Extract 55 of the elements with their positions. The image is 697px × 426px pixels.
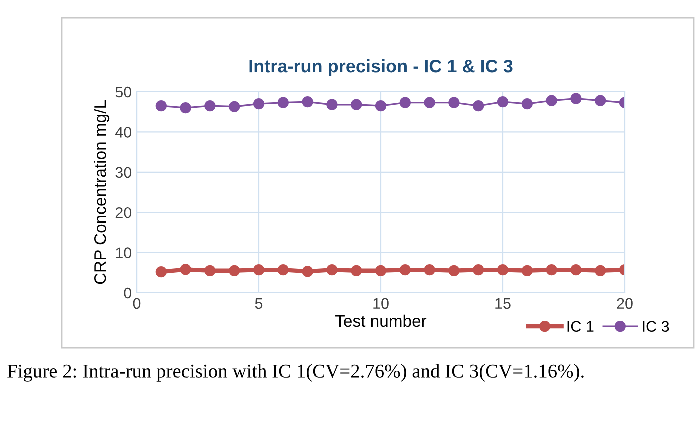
point: [497, 264, 509, 276]
y-tick-label: 20: [116, 207, 132, 218]
point: [448, 265, 460, 276]
point: [424, 97, 436, 108]
point: [302, 266, 314, 278]
point: [229, 101, 240, 112]
y-axis-title: CRP Concentration mg/L: [94, 100, 110, 284]
point: [375, 265, 387, 276]
point: [595, 95, 606, 106]
point: [448, 97, 460, 108]
point: [180, 264, 192, 276]
point: [473, 100, 484, 112]
point: [278, 97, 289, 108]
y-tick-label: 10: [116, 248, 132, 258]
point: [180, 102, 192, 114]
point: [351, 99, 362, 110]
point: [522, 98, 533, 110]
point: [522, 265, 533, 276]
point: [570, 264, 582, 276]
y-tick-label: 0: [124, 288, 132, 299]
y-tick-label: 50: [116, 86, 132, 98]
point: [326, 99, 338, 110]
y-tick-label: 30: [116, 167, 132, 178]
x-axis-title: Test number: [336, 314, 427, 328]
x-tick-label: 5: [255, 298, 263, 310]
point: [497, 96, 509, 108]
point: [253, 98, 265, 110]
point: [253, 264, 265, 276]
x-tick-label: 20: [617, 298, 633, 310]
point: [351, 265, 362, 276]
point: [278, 264, 289, 276]
point: [400, 264, 411, 276]
x-tick-label: 15: [496, 298, 511, 310]
x-tick-label: 0: [133, 298, 141, 310]
point: [156, 100, 167, 112]
x-tick-label: 10: [374, 298, 389, 310]
point: [204, 100, 216, 112]
point: [204, 265, 216, 276]
legend-label: IC 1: [568, 321, 594, 332]
point: [326, 264, 338, 276]
chart-title: Intra-run precision - IC 1 & IC 3: [250, 59, 513, 76]
point: [375, 100, 387, 112]
point: [546, 264, 558, 276]
y-tick-label: 40: [116, 127, 132, 138]
point: [546, 95, 558, 106]
point: [424, 264, 436, 276]
point: [400, 97, 411, 108]
point: [229, 265, 240, 276]
point: [570, 93, 582, 104]
point: [302, 96, 314, 108]
legend-label: IC 3: [643, 321, 670, 332]
point: [156, 266, 167, 278]
point: [595, 265, 606, 276]
point: [473, 264, 484, 276]
caption: Figure 2: Intra-run precision with IC 1(CV=2.76%) and IC 3(CV=1.16%).: [8, 364, 584, 382]
